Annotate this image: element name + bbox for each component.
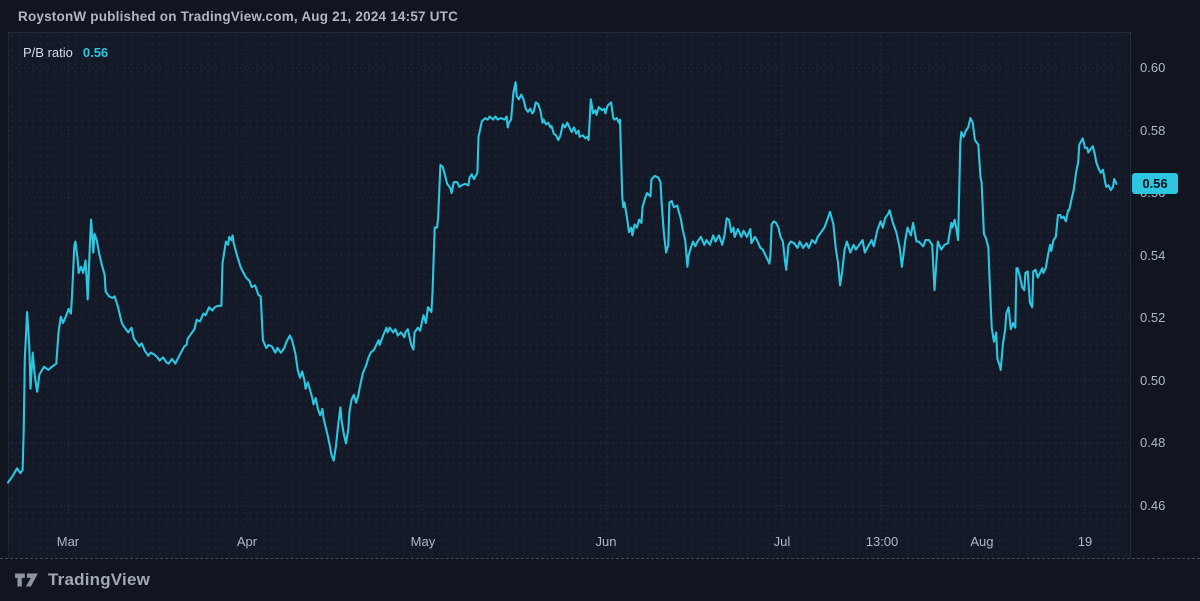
time-scale[interactable]: Mar Apr May Jun Jul 13:00 Aug 19 <box>8 531 1131 553</box>
price-scale-label: 0.50 <box>1140 372 1166 388</box>
time-scale-label: 19 <box>1077 534 1093 549</box>
price-scale-label: 0.46 <box>1140 497 1166 513</box>
last-price-badge: 0.56 <box>1132 173 1178 195</box>
price-line <box>6 81 1118 484</box>
time-scale-label: May <box>410 534 436 549</box>
series-last-value: 0.56 <box>82 45 109 60</box>
price-scale-label: 0.58 <box>1140 122 1166 138</box>
time-scale-label: Apr <box>236 534 258 549</box>
price-scale-label: 0.52 <box>1140 310 1166 326</box>
chart-pane[interactable]: P/B ratio 0.56 <box>8 32 1131 558</box>
time-scale-label: Jun <box>595 534 617 549</box>
tradingview-logo-icon[interactable] <box>14 570 40 590</box>
time-scale-label: 13:00 <box>865 534 899 549</box>
price-scale-label: 0.48 <box>1140 435 1166 451</box>
price-scale-label: 0.54 <box>1140 247 1166 263</box>
price-scale[interactable]: 0.600.580.560.540.520.500.480.46 <box>1138 0 1200 558</box>
series-legend: P/B ratio 0.56 <box>23 45 108 60</box>
publish-attribution: RoystonW published on TradingView.com, A… <box>18 9 459 24</box>
time-scale-label: Aug <box>970 534 994 549</box>
divider <box>0 558 1200 559</box>
price-scale-label: 0.60 <box>1140 60 1166 75</box>
brand-name[interactable]: TradingView <box>48 570 151 589</box>
footer: TradingView <box>14 567 150 593</box>
time-scale-label: Mar <box>56 534 80 549</box>
series-name: P/B ratio <box>23 45 73 60</box>
time-scale-label: Jul <box>773 534 791 549</box>
